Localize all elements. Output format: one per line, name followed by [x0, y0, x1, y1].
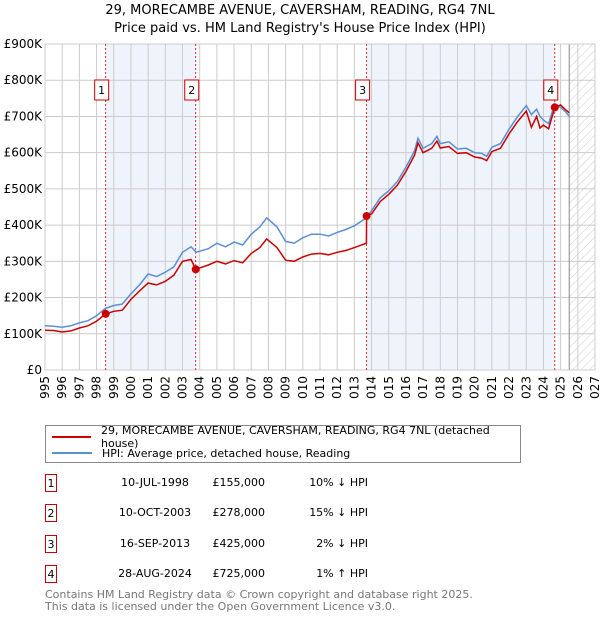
- x-tick-label: 2003: [176, 376, 190, 400]
- transaction-row: 4 28-AUG-2024 £725,000 1% ↑ HPI: [45, 565, 445, 585]
- sale-marker-badge: 3: [45, 535, 57, 553]
- x-tick-label: 2016: [399, 376, 413, 400]
- hpi-difference: 2% ↓ HPI: [316, 537, 368, 550]
- sale-label: 3: [359, 84, 366, 97]
- y-tick-label: £100K: [4, 327, 44, 341]
- chart-title: 29, MORECAMBE AVENUE, CAVERSHAM, READING…: [0, 2, 600, 38]
- x-tick-label: 2013: [347, 376, 361, 400]
- sale-label: 1: [98, 84, 105, 97]
- forecast-hatch: [569, 44, 595, 370]
- x-tick-label: 2008: [261, 376, 275, 400]
- legend-label: HPI: Average price, detached house, Read…: [102, 446, 351, 460]
- footer-line-2: This data is licensed under the Open Gov…: [45, 600, 396, 613]
- price-chart: 1995 1996 1997 1998 1999 2000 2001 2002 2003 2004…: [4, 37, 600, 400]
- sale-marker-badge: 4: [45, 565, 57, 583]
- x-tick-label: 2002: [158, 376, 172, 400]
- y-tick-label: £900K: [4, 37, 44, 51]
- legend-label: 29, MORECAMBE AVENUE, CAVERSHAM, READING…: [101, 424, 490, 450]
- x-tick-label: 2018: [433, 376, 447, 400]
- transaction-row: 2 10-OCT-2003 £278,000 15% ↓ HPI: [45, 504, 445, 524]
- x-tick-label: 2022: [502, 376, 516, 400]
- x-tick-label: 2015: [382, 376, 396, 400]
- x-tick-label: 2027: [588, 376, 600, 400]
- x-tick-label: 1995: [38, 376, 52, 400]
- property-line: [44, 104, 570, 333]
- x-tick-label: 2009: [279, 376, 293, 400]
- sale-label-box: [543, 79, 559, 101]
- legend-item-hpi: HPI: Average price, detached house, Read…: [52, 445, 350, 461]
- hpi-line: [44, 102, 570, 329]
- title-line-2: Price paid vs. HM Land Registry's House …: [114, 21, 486, 36]
- plot-frame: [44, 43, 596, 371]
- sale-date: 16-SEP-2013: [119, 537, 191, 550]
- x-tick-label: 2026: [571, 376, 585, 400]
- footer: Contains HM Land Registry data © Crown c…: [45, 589, 473, 613]
- hpi-difference: 10% ↓ HPI: [309, 476, 368, 489]
- legend-swatch-red: [52, 436, 91, 438]
- x-tick-label: 2014: [365, 376, 379, 400]
- x-tick-label: 2011: [313, 376, 327, 400]
- sale-point: [550, 103, 559, 112]
- x-tick-label: 2012: [330, 376, 344, 400]
- sale-marker-badge: 2: [45, 504, 57, 522]
- sale-label-box: [184, 79, 200, 101]
- x-tick-label: 1996: [55, 376, 69, 400]
- y-tick-label: £0: [27, 363, 42, 377]
- ownership-shade: [366, 44, 555, 370]
- x-tick-label: 2025: [554, 376, 568, 400]
- legend-item-property: 29, MORECAMBE AVENUE, CAVERSHAM, READING…: [52, 424, 520, 450]
- x-tick-label: 2000: [124, 376, 138, 400]
- x-tick-label: 2004: [193, 376, 207, 400]
- sale-marker-badge: 1: [45, 474, 57, 492]
- x-tick-label: 2001: [141, 376, 155, 400]
- y-tick-label: £500K: [4, 182, 44, 196]
- footer-line-1: Contains HM Land Registry data © Crown c…: [45, 588, 473, 601]
- x-tick-label: 2020: [468, 376, 482, 400]
- sale-price: £425,000: [212, 537, 266, 550]
- sale-date: 10-JUL-1998: [121, 476, 189, 489]
- legend: 29, MORECAMBE AVENUE, CAVERSHAM, READING…: [45, 424, 521, 463]
- x-tick-label: 2021: [485, 376, 499, 400]
- legend-swatch-blue: [52, 452, 92, 454]
- x-tick-label: 2023: [519, 376, 533, 400]
- sale-point: [101, 309, 110, 318]
- x-tick-label: 2019: [451, 376, 465, 400]
- transaction-row: 1 10-JUL-1998 £155,000 10% ↓ HPI: [45, 474, 445, 494]
- x-tick-label: 2007: [244, 376, 258, 400]
- transaction-row: 3 16-SEP-2013 £425,000 2% ↓ HPI: [45, 535, 445, 555]
- hpi-difference: 15% ↓ HPI: [309, 506, 368, 519]
- sale-price: £725,000: [212, 567, 266, 580]
- hpi-difference: 1% ↑ HPI: [316, 567, 368, 580]
- sale-point: [362, 212, 371, 221]
- sale-date: 28-AUG-2024: [118, 567, 192, 580]
- sale-label-box: [94, 79, 110, 101]
- x-tick-label: 1997: [72, 376, 86, 400]
- sale-point: [191, 265, 200, 274]
- sale-price: £155,000: [212, 476, 266, 489]
- x-tick-label: 2005: [210, 376, 224, 400]
- sale-label-box: [355, 79, 371, 101]
- y-tick-label: £800K: [4, 73, 44, 87]
- y-tick-label: £700K: [4, 109, 44, 123]
- x-tick-label: 2006: [227, 376, 241, 400]
- x-tick-label: 2017: [416, 376, 430, 400]
- sale-date: 10-OCT-2003: [118, 506, 192, 519]
- y-tick-label: £300K: [4, 254, 44, 268]
- sale-label: 2: [188, 84, 195, 97]
- sale-label: 4: [547, 84, 554, 97]
- x-tick-label: 2010: [296, 376, 310, 400]
- ownership-shade: [105, 44, 196, 370]
- sale-price: £278,000: [212, 506, 266, 519]
- title-line-1: 29, MORECAMBE AVENUE, CAVERSHAM, READING…: [105, 3, 495, 18]
- y-tick-label: £200K: [4, 291, 44, 305]
- y-tick-label: £600K: [4, 146, 44, 160]
- x-tick-label: 1998: [90, 376, 104, 400]
- x-tick-label: 2024: [536, 376, 550, 400]
- x-tick-label: 1999: [107, 376, 121, 400]
- y-tick-label: £400K: [4, 218, 44, 232]
